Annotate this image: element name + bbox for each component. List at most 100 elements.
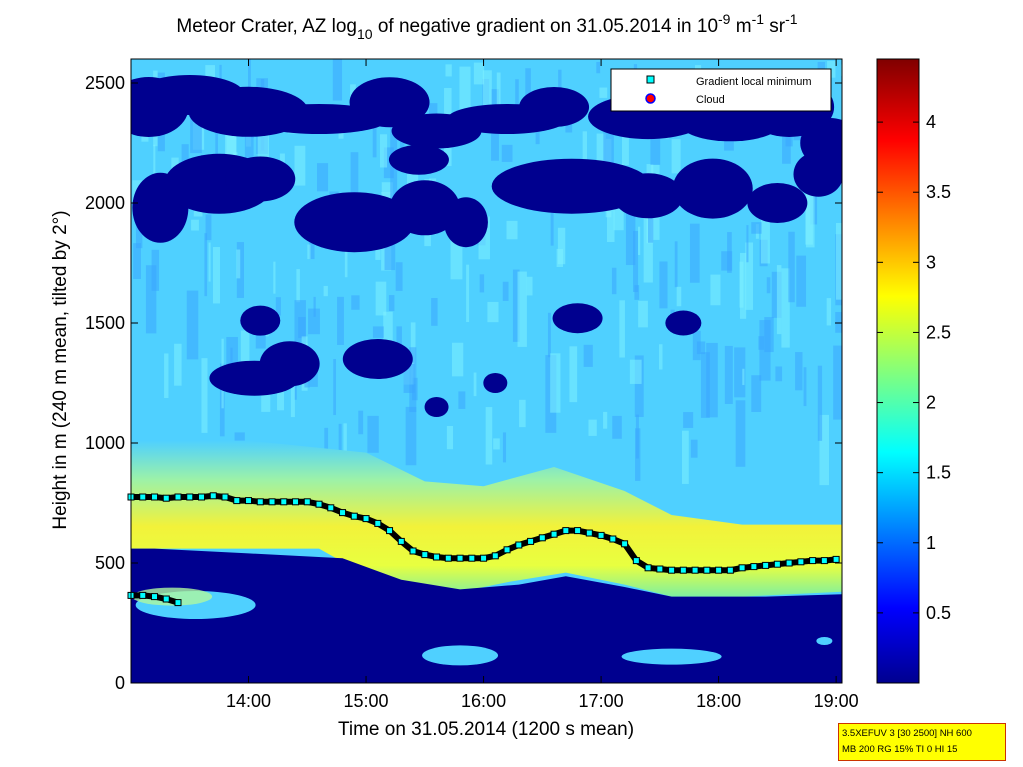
heatmap-streak xyxy=(692,330,701,361)
heatmap-streak xyxy=(388,295,395,312)
gradient-minimum-marker xyxy=(550,530,558,538)
heatmap-streak xyxy=(323,285,328,297)
gradient-minimum-marker xyxy=(139,591,147,599)
heatmap-streak xyxy=(473,62,485,85)
heatmap-streak xyxy=(181,144,189,165)
heatmap-streak xyxy=(496,72,501,110)
legend-circle-marker xyxy=(645,93,656,104)
gradient-minimum-marker xyxy=(456,554,464,562)
gradient-minimum-marker xyxy=(644,564,652,572)
heatmap-streak xyxy=(459,66,471,137)
colorbar-tick-label: 1 xyxy=(926,533,936,553)
gradient-minimum-marker xyxy=(703,566,711,574)
heatmap-streak xyxy=(191,219,199,231)
gradient-minimum-marker xyxy=(280,498,288,506)
heatmap-low-blob xyxy=(209,360,300,396)
colorbar-tick-label: 3.5 xyxy=(926,182,951,202)
heatmap-streak xyxy=(535,130,540,145)
heatmap-streak xyxy=(696,341,706,355)
colorbar-tick-label: 1.5 xyxy=(926,463,951,483)
heatmap-streak xyxy=(350,152,359,199)
heatmap-low-blob xyxy=(552,303,603,334)
heatmap-streak xyxy=(835,223,842,300)
heatmap-streak xyxy=(612,415,622,439)
gradient-minimum-series xyxy=(127,492,840,607)
x-tick-label: 14:00 xyxy=(226,691,271,711)
heatmap-streak xyxy=(751,375,762,412)
heatmap-streak xyxy=(337,296,344,345)
gradient-minimum-marker xyxy=(715,566,723,574)
gradient-minimum-marker xyxy=(374,519,382,527)
heatmap-streak xyxy=(634,355,644,418)
gradient-minimum-marker xyxy=(738,564,746,572)
gradient-minimum-marker xyxy=(480,554,488,562)
heatmap-streak xyxy=(204,233,208,297)
gradient-minimum-marker xyxy=(386,527,394,535)
heatmap-streak xyxy=(706,342,718,418)
colorbar-tick-label: 4 xyxy=(926,112,936,132)
heatmap-low-blob xyxy=(443,197,488,248)
heatmap-streak xyxy=(482,70,492,120)
heatmap-streak xyxy=(517,271,527,347)
gradient-minimum-marker xyxy=(151,593,159,601)
gradient-minimum-marker xyxy=(773,560,781,568)
y-axis-label: Height in m (240 m mean, tilted by 2°) xyxy=(50,210,71,529)
heatmap-streak xyxy=(819,414,829,486)
heatmap-streak xyxy=(526,276,533,296)
heatmap-streak xyxy=(606,195,615,242)
info-line-1: 3.5XEFUV 3 [30 2500] NH 600 xyxy=(842,728,972,739)
heatmap-streak xyxy=(611,267,617,295)
heatmap-streak xyxy=(333,359,337,416)
heatmap-streak xyxy=(771,271,782,318)
gradient-minimum-marker xyxy=(762,561,770,569)
heatmap-streak xyxy=(205,65,215,88)
gradient-minimum-marker xyxy=(303,498,311,506)
x-tick-label: 18:00 xyxy=(696,691,741,711)
heatmap-low-blob xyxy=(342,339,413,379)
heatmap-streak xyxy=(550,353,561,413)
heatmap-streak xyxy=(835,311,842,333)
heatmap-streak xyxy=(451,342,464,377)
y-tick-label: 0 xyxy=(115,673,125,693)
gradient-minimum-marker xyxy=(315,500,323,508)
gradient-minimum-marker xyxy=(174,599,182,607)
legend: Gradient local minimum Cloud xyxy=(610,68,832,112)
gradient-minimum-marker xyxy=(832,555,840,563)
heatmap-streak xyxy=(751,222,762,234)
heatmap-streak xyxy=(637,226,641,256)
gradient-minimum-marker xyxy=(409,547,417,555)
heatmap-low-blob xyxy=(389,180,460,236)
heatmap-streak xyxy=(817,365,823,441)
colorbar-tick-label: 3 xyxy=(926,252,936,272)
gradient-minimum-marker xyxy=(245,497,253,505)
heatmap-streak xyxy=(164,353,169,398)
heatmap-streak xyxy=(659,344,663,370)
heatmap-streak xyxy=(629,359,642,384)
heatmap-low-blob xyxy=(388,144,449,175)
heatmap-streak xyxy=(788,231,795,303)
gradient-minimum-marker xyxy=(292,498,300,506)
heatmap-streak xyxy=(244,110,254,178)
heatmap-streak xyxy=(525,68,531,101)
gradient-minimum-marker xyxy=(797,558,805,566)
heatmap-streak xyxy=(734,347,746,398)
x-tick-label: 16:00 xyxy=(461,691,506,711)
colorbar xyxy=(876,58,920,684)
heatmap-streak xyxy=(473,372,477,397)
heatmap-patch xyxy=(816,637,833,645)
gradient-minimum-marker xyxy=(327,504,335,512)
heatmap-low-blob xyxy=(349,77,430,128)
heatmap-streak xyxy=(781,268,790,348)
heatmap-streak xyxy=(324,427,329,469)
y-tick-label: 1000 xyxy=(85,433,125,453)
heatmap-streak xyxy=(648,217,654,243)
heatmap-low-blob xyxy=(240,305,281,336)
gradient-minimum-marker xyxy=(491,552,499,560)
heatmap-streak xyxy=(236,249,241,279)
heatmap-low-blob xyxy=(424,397,449,417)
x-tick-label: 19:00 xyxy=(814,691,859,711)
heatmap-streak xyxy=(450,211,463,280)
legend-label-gradient: Gradient local minimum xyxy=(696,76,812,88)
heatmap-streak xyxy=(367,415,379,453)
